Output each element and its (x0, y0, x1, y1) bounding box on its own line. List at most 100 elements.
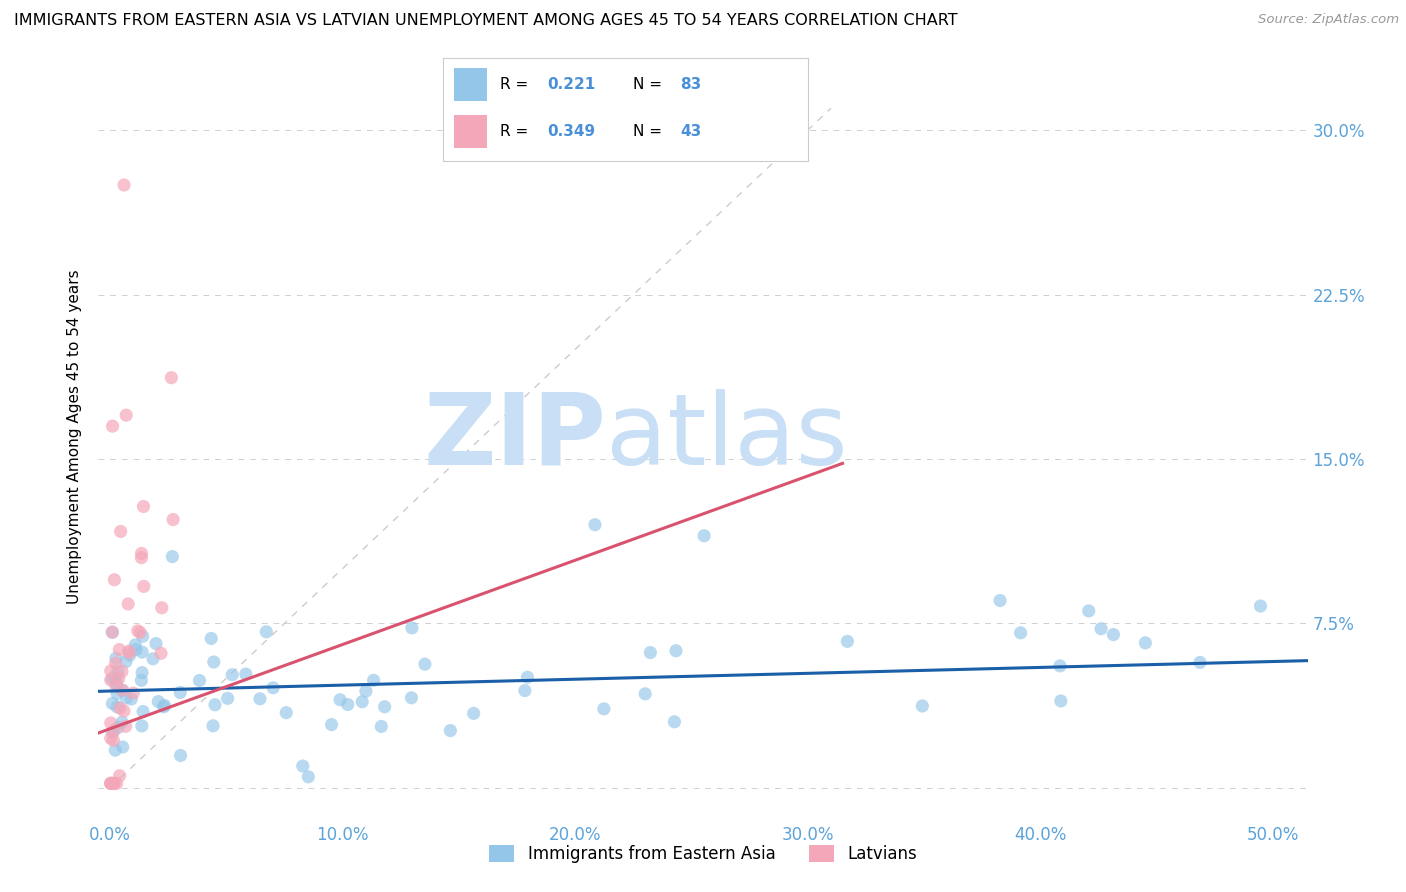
Point (513, 683, 536, 698)
Point (439, 723, 461, 738)
Point (111, 739, 134, 754)
Point (153, 698, 176, 713)
Point (131, 673, 153, 688)
Point (104, 743, 127, 757)
Point (131, 550, 153, 565)
Point (200, 632, 222, 646)
Point (132, 500, 155, 514)
Point (148, 695, 170, 709)
Point (117, 597, 139, 611)
Point (593, 702, 616, 716)
Point (104, 656, 127, 670)
Bar (454, 69, 486, 101)
Point (583, 517, 606, 532)
Y-axis label: Unemployment Among Ages 45 to 54 years: Unemployment Among Ages 45 to 54 years (67, 269, 83, 605)
Point (105, 776, 128, 790)
Point (108, 769, 131, 783)
Point (107, 665, 129, 679)
Text: R =: R = (499, 77, 533, 92)
Point (1102, 627, 1125, 641)
Point (108, 642, 131, 657)
Point (516, 670, 538, 684)
Point (120, 692, 142, 706)
Point (125, 642, 148, 657)
Point (105, 699, 128, 714)
Point (276, 706, 298, 720)
Point (401, 621, 423, 635)
Point (1049, 659, 1071, 673)
Point (169, 748, 191, 763)
Point (107, 671, 129, 685)
Point (100, 664, 122, 678)
Point (111, 683, 134, 698)
Point (124, 638, 146, 652)
Point (101, 776, 124, 790)
Point (100, 776, 122, 790)
Point (640, 646, 662, 660)
Point (1077, 604, 1099, 618)
Point (354, 684, 377, 698)
Point (118, 648, 141, 662)
Point (249, 691, 271, 706)
Point (162, 512, 184, 526)
Point (413, 657, 436, 672)
Point (262, 681, 284, 695)
Point (336, 698, 359, 712)
Point (131, 719, 153, 733)
Point (291, 759, 314, 773)
Point (370, 719, 392, 733)
Point (664, 714, 686, 729)
Point (129, 625, 152, 640)
Point (837, 634, 859, 648)
Point (1189, 656, 1212, 670)
Point (297, 770, 319, 784)
Point (1135, 636, 1157, 650)
Point (101, 625, 124, 640)
Point (101, 419, 124, 434)
Point (100, 673, 122, 687)
Point (115, 408, 138, 422)
Point (103, 733, 125, 747)
Point (100, 731, 122, 746)
Point (103, 776, 125, 790)
Point (101, 625, 124, 640)
Point (634, 687, 657, 701)
Text: atlas: atlas (606, 389, 848, 485)
Point (374, 699, 396, 714)
Point (463, 706, 485, 721)
Point (131, 546, 153, 560)
Point (254, 624, 277, 639)
Point (108, 701, 131, 715)
Text: N =: N = (633, 124, 666, 139)
Point (132, 705, 155, 719)
Text: IMMIGRANTS FROM EASTERN ASIA VS LATVIAN UNEMPLOYMENT AMONG AGES 45 TO 54 YEARS C: IMMIGRANTS FROM EASTERN ASIA VS LATVIAN … (14, 13, 957, 29)
Point (132, 579, 155, 593)
Point (665, 644, 688, 658)
Point (911, 698, 934, 713)
Point (321, 717, 343, 731)
Point (1050, 694, 1073, 708)
Point (103, 723, 125, 738)
Point (160, 370, 183, 384)
Point (104, 651, 127, 665)
Point (169, 685, 191, 699)
Bar (454, 115, 486, 148)
Point (1250, 599, 1272, 613)
Point (111, 683, 134, 698)
Point (131, 665, 153, 680)
Point (110, 524, 132, 539)
Point (145, 636, 167, 650)
Point (217, 691, 239, 706)
Point (101, 725, 124, 739)
Point (103, 573, 125, 587)
Point (118, 644, 141, 658)
Point (127, 624, 149, 638)
Point (202, 655, 225, 669)
Point (150, 600, 173, 615)
Point (112, 178, 135, 192)
Point (202, 719, 225, 733)
Point (105, 679, 128, 693)
Point (118, 646, 141, 660)
Text: 83: 83 (681, 77, 702, 92)
Point (401, 690, 423, 705)
